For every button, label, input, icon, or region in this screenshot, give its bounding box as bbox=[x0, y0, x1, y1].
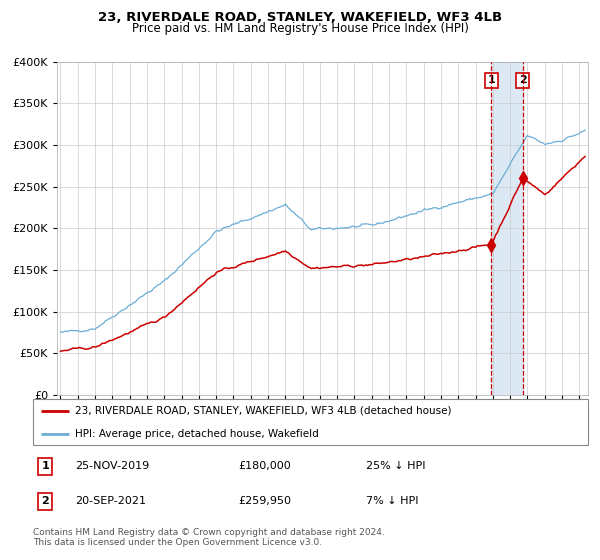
Text: 20-SEP-2021: 20-SEP-2021 bbox=[74, 496, 146, 506]
Text: 1: 1 bbox=[41, 461, 49, 471]
Text: 23, RIVERDALE ROAD, STANLEY, WAKEFIELD, WF3 4LB (detached house): 23, RIVERDALE ROAD, STANLEY, WAKEFIELD, … bbox=[74, 406, 451, 416]
Text: Contains HM Land Registry data © Crown copyright and database right 2024.
This d: Contains HM Land Registry data © Crown c… bbox=[33, 528, 385, 547]
Text: 23, RIVERDALE ROAD, STANLEY, WAKEFIELD, WF3 4LB: 23, RIVERDALE ROAD, STANLEY, WAKEFIELD, … bbox=[98, 11, 502, 24]
Text: £180,000: £180,000 bbox=[238, 461, 291, 471]
Text: 1: 1 bbox=[488, 76, 496, 86]
Text: 25% ↓ HPI: 25% ↓ HPI bbox=[366, 461, 425, 471]
Text: HPI: Average price, detached house, Wakefield: HPI: Average price, detached house, Wake… bbox=[74, 429, 319, 438]
Text: Price paid vs. HM Land Registry's House Price Index (HPI): Price paid vs. HM Land Registry's House … bbox=[131, 22, 469, 35]
Text: 2: 2 bbox=[519, 76, 527, 86]
Bar bbox=[491, 62, 523, 395]
Text: 7% ↓ HPI: 7% ↓ HPI bbox=[366, 496, 419, 506]
Text: 25-NOV-2019: 25-NOV-2019 bbox=[74, 461, 149, 471]
Text: £259,950: £259,950 bbox=[238, 496, 292, 506]
Text: 2: 2 bbox=[41, 496, 49, 506]
